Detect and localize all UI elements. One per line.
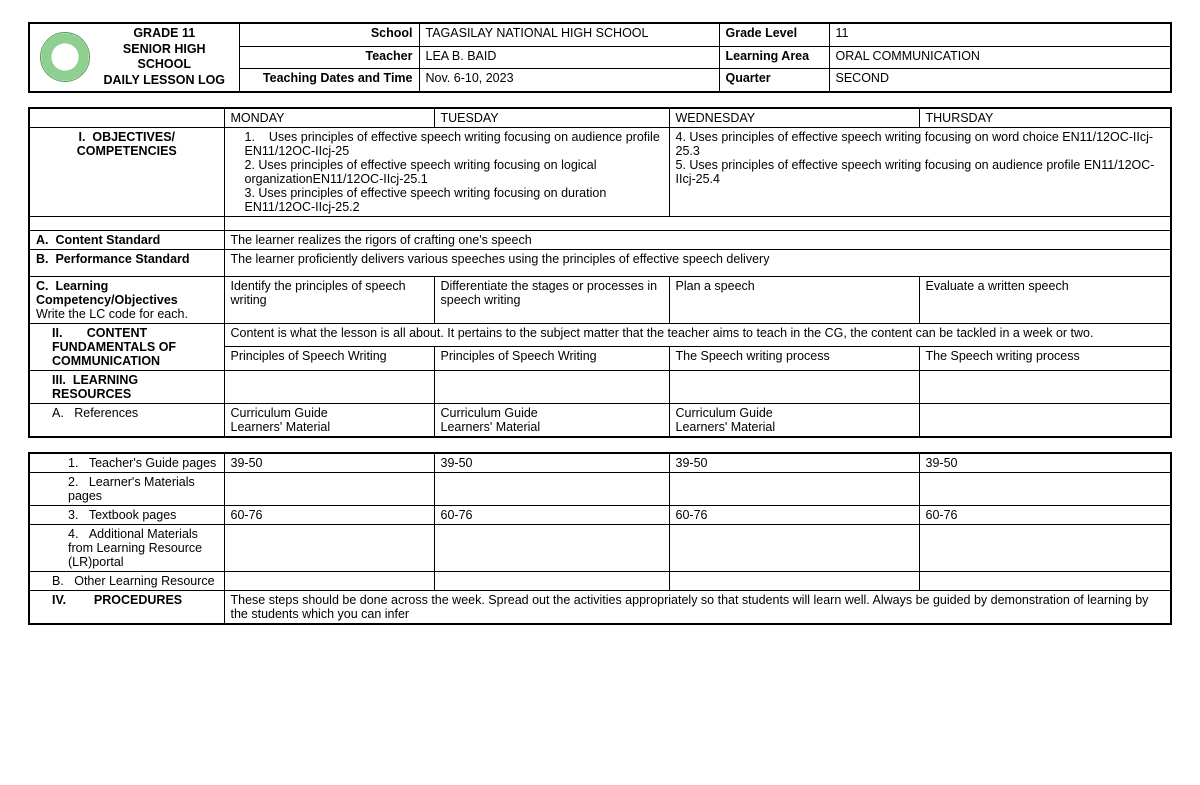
objectives-right: 4. Uses principles of effective speech w…: [669, 127, 1171, 216]
quarter-value: SECOND: [829, 68, 1171, 91]
objectives-left: 1. Uses principles of effective speech w…: [224, 127, 669, 216]
tb-wed: 60-76: [669, 505, 919, 524]
addl-mon: [224, 524, 434, 571]
learning-area-label: Learning Area: [719, 46, 829, 68]
lm-label: 2. Learner's Materials pages: [29, 472, 224, 505]
proc-label: IV. PROCEDURES: [29, 590, 224, 624]
learning-comp-thu: Evaluate a written speech: [919, 276, 1171, 323]
other-mon: [224, 571, 434, 590]
content2-wed: The Speech writing process: [669, 347, 919, 371]
other-thu: [919, 571, 1171, 590]
doc-type-title: DAILY LESSON LOG: [96, 73, 233, 89]
addl-wed: [669, 524, 919, 571]
lm-thu: [919, 472, 1171, 505]
grade-level-label: Grade Level: [719, 23, 829, 46]
learning-comp-wed: Plan a speech: [669, 276, 919, 323]
objectives-label: I. OBJECTIVES/ COMPETENCIES: [29, 127, 224, 216]
teacher-value: LEA B. BAID: [419, 46, 719, 68]
refs-mon: Curriculum Guide Learners' Material: [224, 403, 434, 437]
content2-tue: Principles of Speech Writing: [434, 347, 669, 371]
tg-wed: 39-50: [669, 453, 919, 473]
lm-tue: [434, 472, 669, 505]
school-value: TAGASILAY NATIONAL HIGH SCHOOL: [419, 23, 719, 46]
header-table: GRADE 11 SENIOR HIGH SCHOOL DAILY LESSON…: [28, 22, 1172, 93]
learning-area-value: ORAL COMMUNICATION: [829, 46, 1171, 68]
refs-thu: [919, 403, 1171, 437]
other-tue: [434, 571, 669, 590]
grade-title: GRADE 11: [96, 26, 233, 42]
addl-label: 4. Additional Materials from Learning Re…: [29, 524, 224, 571]
tg-tue: 39-50: [434, 453, 669, 473]
tb-mon: 60-76: [224, 505, 434, 524]
grade-level-value: 11: [829, 23, 1171, 46]
refs-wed: Curriculum Guide Learners' Material: [669, 403, 919, 437]
learning-comp-mon: Identify the principles of speech writin…: [224, 276, 434, 323]
addl-tue: [434, 524, 669, 571]
other-label: B. Other Learning Resource: [29, 571, 224, 590]
dates-label: Teaching Dates and Time: [239, 68, 419, 91]
day-wednesday: WEDNESDAY: [669, 108, 919, 128]
perf-std-value: The learner proficiently delivers variou…: [224, 249, 1171, 276]
tg-label: 1. Teacher's Guide pages: [29, 453, 224, 473]
content2-note: Content is what the lesson is all about.…: [224, 323, 1171, 347]
lm-mon: [224, 472, 434, 505]
proc-value: These steps should be done across the we…: [224, 590, 1171, 624]
tg-mon: 39-50: [224, 453, 434, 473]
content2-mon: Principles of Speech Writing: [224, 347, 434, 371]
day-tuesday: TUESDAY: [434, 108, 669, 128]
refs-label: A. References: [29, 403, 224, 437]
tb-label: 3. Textbook pages: [29, 505, 224, 524]
lm-wed: [669, 472, 919, 505]
content2-thu: The Speech writing process: [919, 347, 1171, 371]
refs-tue: Curriculum Guide Learners' Material: [434, 403, 669, 437]
school-level-title: SENIOR HIGH SCHOOL: [96, 42, 233, 73]
main-table-2: 1. Teacher's Guide pages 39-50 39-50 39-…: [28, 452, 1172, 625]
content2-label: II. CONTENT FUNDAMENTALS OF COMMUNICATIO…: [29, 323, 224, 370]
school-label: School: [239, 23, 419, 46]
school-logo-icon: [40, 32, 90, 82]
learning-comp-tue: Differentiate the stages or processes in…: [434, 276, 669, 323]
main-table-1: MONDAY TUESDAY WEDNESDAY THURSDAY I. OBJ…: [28, 107, 1172, 438]
content-std-label: A. Content Standard: [29, 230, 224, 249]
dates-value: Nov. 6-10, 2023: [419, 68, 719, 91]
learning-res-label: III. LEARNING RESOURCES: [29, 370, 224, 403]
day-thursday: THURSDAY: [919, 108, 1171, 128]
day-monday: MONDAY: [224, 108, 434, 128]
addl-thu: [919, 524, 1171, 571]
teacher-label: Teacher: [239, 46, 419, 68]
quarter-label: Quarter: [719, 68, 829, 91]
learning-comp-note: Write the LC code for each.: [36, 307, 188, 321]
tb-thu: 60-76: [919, 505, 1171, 524]
learning-comp-label-text: C. Learning Competency/Objectives: [36, 279, 178, 307]
learning-comp-label: C. Learning Competency/Objectives Write …: [29, 276, 224, 323]
tg-thu: 39-50: [919, 453, 1171, 473]
other-wed: [669, 571, 919, 590]
perf-std-label: B. Performance Standard: [29, 249, 224, 276]
content-std-value: The learner realizes the rigors of craft…: [224, 230, 1171, 249]
tb-tue: 60-76: [434, 505, 669, 524]
